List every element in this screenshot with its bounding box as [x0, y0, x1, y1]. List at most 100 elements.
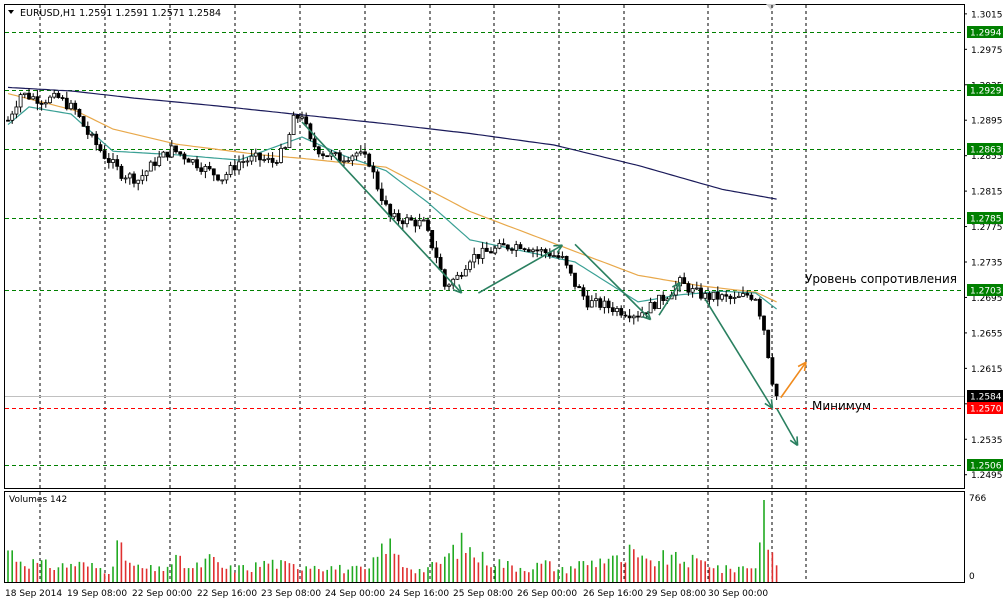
candle-body	[119, 165, 124, 179]
candle-body	[363, 151, 367, 155]
y-tick-label: 1.2695	[971, 294, 1003, 304]
candle-body	[295, 114, 300, 119]
candle-body	[106, 158, 111, 163]
candle-body	[463, 268, 468, 277]
candle-body	[249, 155, 254, 162]
level-price-label: 1.2929	[970, 87, 1002, 97]
candle-body	[132, 173, 136, 184]
candle-body	[715, 291, 720, 300]
candle-body	[291, 114, 296, 135]
trend-arrow	[704, 298, 774, 409]
x-tick-label: 22 Sep 16:00	[197, 589, 257, 599]
candle-body	[115, 159, 120, 167]
candle-body	[577, 286, 582, 289]
candle-body	[552, 255, 556, 258]
candle-body	[73, 102, 78, 110]
support-resistance-levels	[5, 32, 964, 466]
candle-body	[598, 298, 603, 308]
breakout-up-arrow-head	[797, 361, 807, 372]
candle-body	[728, 295, 733, 299]
candle-body	[6, 119, 10, 122]
candle-body	[375, 171, 380, 190]
candle-body	[144, 170, 149, 177]
y-tick-label: 1.2775	[971, 223, 1003, 233]
candle-body	[489, 251, 493, 254]
candle-body	[241, 161, 246, 163]
candle-body	[543, 249, 548, 254]
candle-body	[409, 217, 414, 221]
candle-body	[224, 174, 229, 181]
candle-body	[52, 92, 57, 98]
candle-body	[627, 315, 632, 319]
candle-body	[153, 161, 157, 166]
volume-zero-label: 0	[969, 572, 975, 582]
trend-arrow	[301, 121, 463, 294]
candle-body	[211, 168, 216, 176]
candle-body	[770, 357, 775, 385]
candle-body	[606, 300, 611, 309]
candle-body	[321, 153, 325, 157]
candle-body	[753, 298, 758, 301]
candle-body	[724, 294, 729, 297]
candle-body	[266, 157, 271, 160]
y-tick-label: 1.2735	[971, 259, 1003, 269]
candle-body	[447, 284, 451, 287]
candle-body	[707, 293, 712, 300]
candle-body	[682, 277, 687, 284]
trend-arrows	[301, 121, 807, 447]
x-tick-label: 26 Sep 16:00	[583, 589, 643, 599]
candle-body	[333, 152, 338, 155]
trend-arrow	[478, 244, 563, 294]
x-tick-label: 30 Sep 00:00	[708, 589, 768, 599]
trend-arrow-head	[641, 310, 652, 321]
x-tick-label: 22 Sep 00:00	[132, 589, 192, 599]
level-price-tag	[967, 212, 1003, 224]
candle-body	[287, 134, 292, 148]
minimum-annotation: Минимум	[812, 399, 871, 413]
candle-body	[720, 294, 724, 300]
x-tick-label: 29 Sep 08:00	[646, 589, 706, 599]
candle-body	[501, 243, 506, 246]
candle-body	[367, 153, 372, 167]
candle-body	[430, 230, 435, 249]
candle-body	[90, 133, 94, 136]
candle-body	[111, 159, 115, 163]
candle-body	[514, 244, 519, 251]
volume-bars	[7, 500, 778, 582]
level-price-label: 1.2994	[970, 29, 1002, 39]
trend-arrow-head	[789, 436, 799, 447]
chevron-down-icon	[766, 4, 776, 10]
y-tick-label: 1.2535	[971, 436, 1003, 446]
moving-average-fast-line	[7, 106, 777, 310]
candle-body	[94, 133, 99, 146]
candle-body	[203, 166, 208, 172]
candle-body	[39, 102, 44, 105]
candle-body	[699, 287, 703, 299]
candle-body	[69, 102, 73, 110]
candle-body	[161, 151, 166, 158]
candle-body	[497, 243, 502, 249]
level-price-label: 1.2863	[970, 146, 1002, 156]
candle-body	[459, 274, 464, 277]
volume-panel-border	[4, 491, 965, 583]
x-tick-label: 24 Sep 00:00	[325, 589, 385, 599]
candle-body	[648, 301, 653, 314]
candle-body	[64, 97, 69, 110]
candle-body	[186, 158, 191, 163]
candle-body	[766, 329, 771, 359]
candle-body	[476, 254, 481, 259]
candle-body	[526, 249, 531, 252]
level-price-tag	[967, 143, 1003, 155]
candle-body	[703, 293, 708, 299]
candle-body	[169, 145, 174, 158]
candle-body	[123, 177, 128, 180]
candle-body	[182, 153, 187, 160]
triangle-down-icon[interactable]	[8, 10, 14, 14]
moving-averages	[7, 86, 777, 310]
candle-body	[136, 179, 141, 184]
candle-body	[279, 147, 283, 163]
candle-body	[325, 155, 330, 158]
candle-body	[564, 255, 569, 266]
candle-body	[81, 116, 86, 127]
trend-arrow	[658, 281, 681, 316]
